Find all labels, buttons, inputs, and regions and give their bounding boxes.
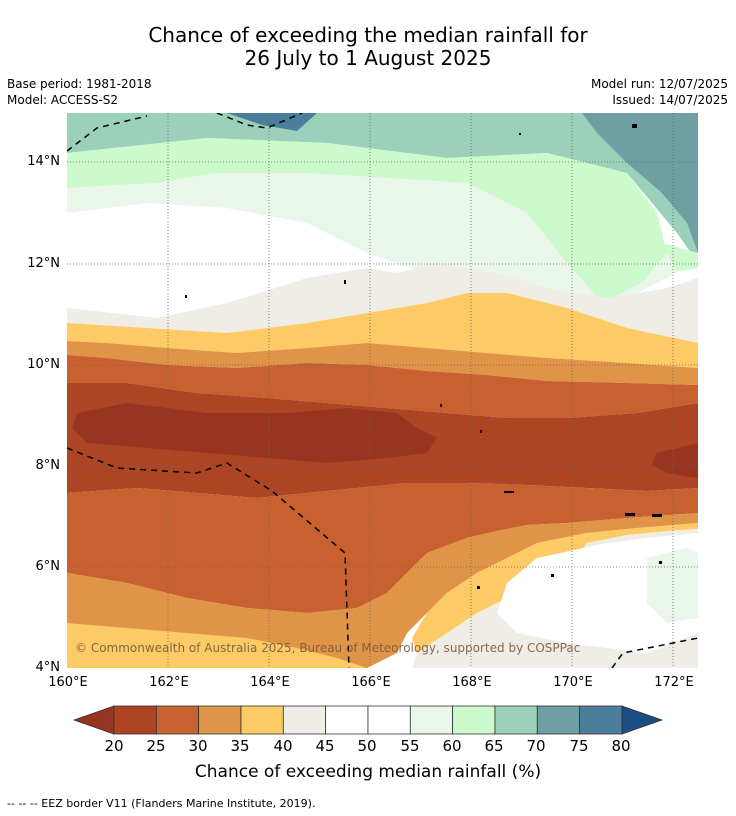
colorbar [72, 705, 664, 735]
model-run: Model run: 12/07/2025 [590, 77, 728, 91]
band-30-35 [67, 341, 698, 385]
band-lt20-west [72, 403, 437, 463]
band-70-75 [582, 113, 698, 253]
eez-legend-footer: -- -- -- EEZ border V11 (Flanders Marine… [7, 797, 316, 810]
colorbar-swatch-c35_40 [240, 705, 284, 735]
colorbar-swatch-c50_55 [367, 705, 411, 735]
lon-label-170e: 170°E [553, 675, 593, 690]
copyright-notice: © Commonwealth of Australia 2025, Bureau… [75, 641, 581, 655]
band-60-65 [67, 138, 667, 303]
colorbar-tick-70: 70 [526, 737, 546, 755]
colorbar-arrow-above-80 [621, 705, 664, 735]
band-40-45 [67, 263, 698, 343]
band-25-30-north [67, 355, 698, 418]
colorbar-tick-55: 55 [400, 737, 420, 755]
lat-label-4n: 4°N [35, 660, 61, 675]
map-title-line2: 26 July to 1 August 2025 [244, 46, 492, 70]
colorbar-tick-60: 60 [442, 737, 462, 755]
band-35-40-south [67, 623, 367, 668]
map-title-line1: Chance of exceeding the median rainfall … [148, 23, 588, 47]
lon-label-168e: 168°E [452, 675, 492, 690]
colorbar-arrow-below-20 [72, 705, 115, 735]
colorbar-swatch-c70_75 [536, 705, 581, 735]
colorbar-swatch-c25_30 [155, 705, 200, 735]
colorbar-swatch-c60_65 [452, 705, 496, 735]
colorbar-swatch-c20_25 [113, 705, 157, 735]
colorbar-label: Chance of exceeding median rainfall (%) [194, 762, 542, 782]
colorbar-swatch-c40_45 [282, 705, 327, 735]
colorbar-swatch-c30_35 [198, 705, 242, 735]
colorbar-swatch-c65_70 [494, 705, 538, 735]
lon-label-166e: 166°E [351, 675, 391, 690]
lon-label-164e: 164°E [250, 675, 290, 690]
lat-label-8n: 8°N [35, 458, 61, 473]
colorbar-tick-20: 20 [104, 737, 124, 755]
band-60-65-east [627, 233, 698, 273]
lon-label-172e: 172°E [654, 675, 694, 690]
band-30-35-south [67, 513, 698, 668]
eez-border [67, 113, 698, 668]
issue-date: Issued: 14/07/2025 [612, 93, 728, 107]
rainfall-map [67, 113, 698, 668]
lat-label-12n: 12°N [27, 256, 60, 271]
colorbar-tick-35: 35 [230, 737, 250, 755]
lat-label-10n: 10°N [27, 357, 60, 372]
colorbar-tick-45: 45 [315, 737, 335, 755]
map-gridlines [67, 113, 698, 668]
lat-label-6n: 6°N [35, 559, 61, 574]
model-name: Model: ACCESS-S2 [7, 93, 119, 107]
colorbar-tick-30: 30 [188, 737, 208, 755]
rainfall-map-svg [67, 113, 698, 668]
colorbar-tick-80: 80 [611, 737, 631, 755]
colorbar-tick-75: 75 [569, 737, 589, 755]
colorbar-tick-65: 65 [484, 737, 504, 755]
band-75-80-top [227, 113, 317, 131]
lon-label-162e: 162°E [149, 675, 189, 690]
colorbar-tick-25: 25 [146, 737, 166, 755]
lat-label-14n: 14°N [27, 154, 60, 169]
islands [185, 124, 662, 589]
colorbar-swatch-c45_50 [325, 705, 369, 735]
colorbar-tick-40: 40 [273, 737, 293, 755]
lon-label-160e: 160°E [48, 675, 88, 690]
colorbar-swatch-c55_60 [409, 705, 454, 735]
band-65-70 [67, 113, 698, 263]
band-35-40 [67, 293, 698, 368]
band-35-40-east [412, 523, 698, 653]
band-lt20-east [652, 443, 698, 478]
colorbar-swatch-c75_80 [579, 705, 623, 735]
colorbar-tick-50: 50 [357, 737, 377, 755]
band-25-30-south [67, 483, 698, 613]
base-period: Base period: 1981-2018 [7, 77, 152, 91]
band-55-60 [67, 173, 677, 308]
